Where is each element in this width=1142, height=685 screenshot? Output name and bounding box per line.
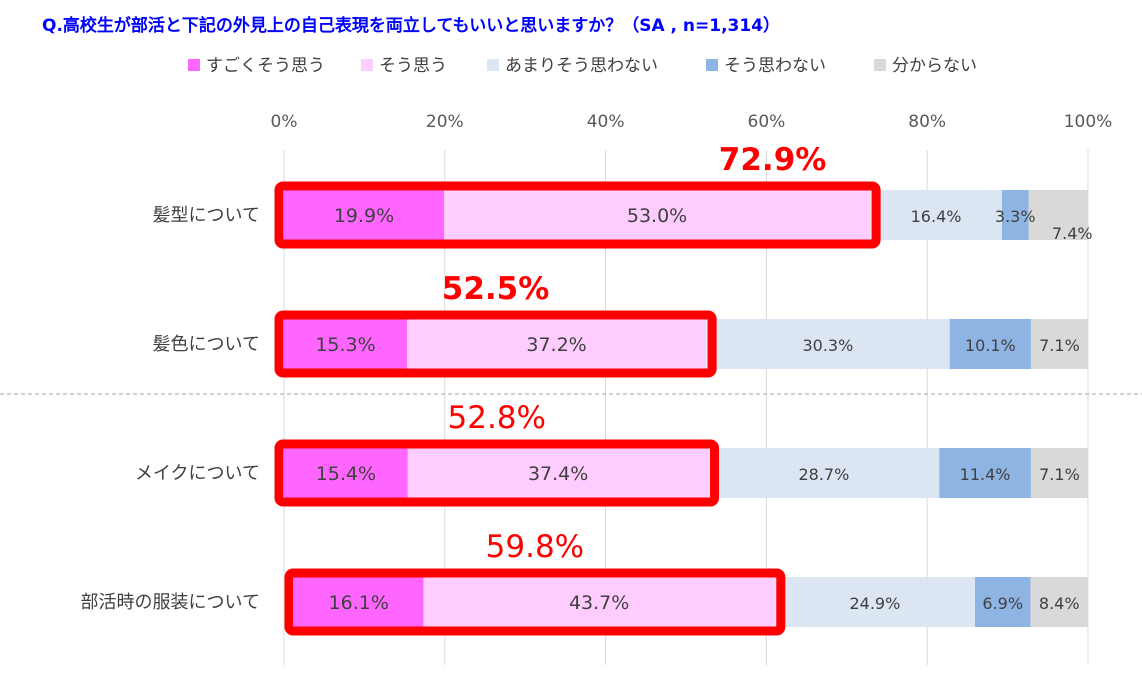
bar-segment-0-1 [443,190,871,240]
bar-segment-3-1 [423,577,775,627]
bar-segment-0-2 [870,190,1002,240]
data-label-2-1: 37.4% [528,463,588,485]
x-tick-label-1: 20% [426,112,464,132]
bar-segment-0-4 [1028,190,1088,240]
data-label-0-2: 16.4% [911,207,962,226]
total-annotation-0: 72.9% [719,142,827,178]
total-annotation-2: 52.8% [448,400,546,436]
x-tick-label-3: 60% [748,112,786,132]
data-label-1-0: 15.3% [315,334,375,356]
bar-segment-2-3 [939,448,1031,498]
data-label-1-4: 7.1% [1039,336,1080,355]
data-label-0-0: 19.9% [334,205,394,227]
legend-label-3: そう思わない [724,56,826,76]
x-tick-label-0: 0% [271,112,298,132]
data-label-3-2: 24.9% [849,594,900,613]
bar-segment-1-1 [407,319,707,369]
category-label-0: 髪型について [153,204,260,226]
bar-segment-2-0 [284,448,408,498]
bar-segment-3-0 [294,577,424,627]
data-label-0-1: 53.0% [627,205,687,227]
legend-swatch-3 [706,59,718,71]
legend-swatch-2 [487,59,499,71]
bar-segment-1-0 [284,319,408,369]
data-label-0-3: 3.3% [995,207,1036,226]
bar-segment-1-3 [949,319,1031,369]
highlight-box-0 [274,181,881,249]
legend-label-2: あまりそう思わない [505,56,658,76]
data-label-0-4: 7.4% [1052,224,1093,243]
data-label-3-4: 8.4% [1039,594,1080,613]
category-label-2: メイクについて [135,463,260,484]
chart-title: Q.高校生が部活と下記の外見上の自己表現を両立してもいいと思いますか？（SA ,… [42,15,780,36]
category-label-3: 部活時の服装について [81,592,260,613]
data-label-2-0: 15.4% [316,463,376,485]
highlight-box-2 [274,439,720,507]
bar-segment-3-3 [974,577,1031,627]
legend-swatch-1 [361,59,373,71]
bar-segment-2-1 [407,448,709,498]
bar-segment-1-2 [706,319,950,369]
highlight-box-1 [274,310,717,378]
bar-segment-1-4 [1030,319,1088,369]
data-label-2-4: 7.1% [1039,465,1080,484]
legend-swatch-4 [874,59,886,71]
bar-segment-3-4 [1030,577,1088,627]
legend-label-0: すごくそう思う [206,56,325,76]
data-label-2-3: 11.4% [960,465,1011,484]
data-label-1-1: 37.2% [526,334,586,356]
total-annotation-1: 52.5% [442,271,550,307]
bar-segment-3-2 [774,577,975,627]
legend-swatch-0 [188,59,200,71]
bar-segment-0-0 [284,190,444,240]
legend-label-1: そう思う [379,56,447,76]
category-label-1: 髪色について [153,333,260,355]
x-tick-label-2: 40% [587,112,625,132]
bar-segment-0-3 [1001,190,1029,240]
highlight-box-3 [284,568,786,636]
data-label-3-1: 43.7% [569,592,629,614]
data-label-1-2: 30.3% [802,336,853,355]
x-tick-label-4: 80% [908,112,946,132]
data-label-3-3: 6.9% [982,594,1023,613]
bar-segment-2-4 [1030,448,1088,498]
data-label-2-2: 28.7% [798,465,849,484]
data-label-3-0: 16.1% [329,592,389,614]
data-label-1-3: 10.1% [965,336,1016,355]
x-tick-label-5: 100% [1064,112,1113,132]
legend-label-4: 分からない [892,56,977,76]
total-annotation-3: 59.8% [486,529,584,565]
bar-segment-2-2 [708,448,940,498]
